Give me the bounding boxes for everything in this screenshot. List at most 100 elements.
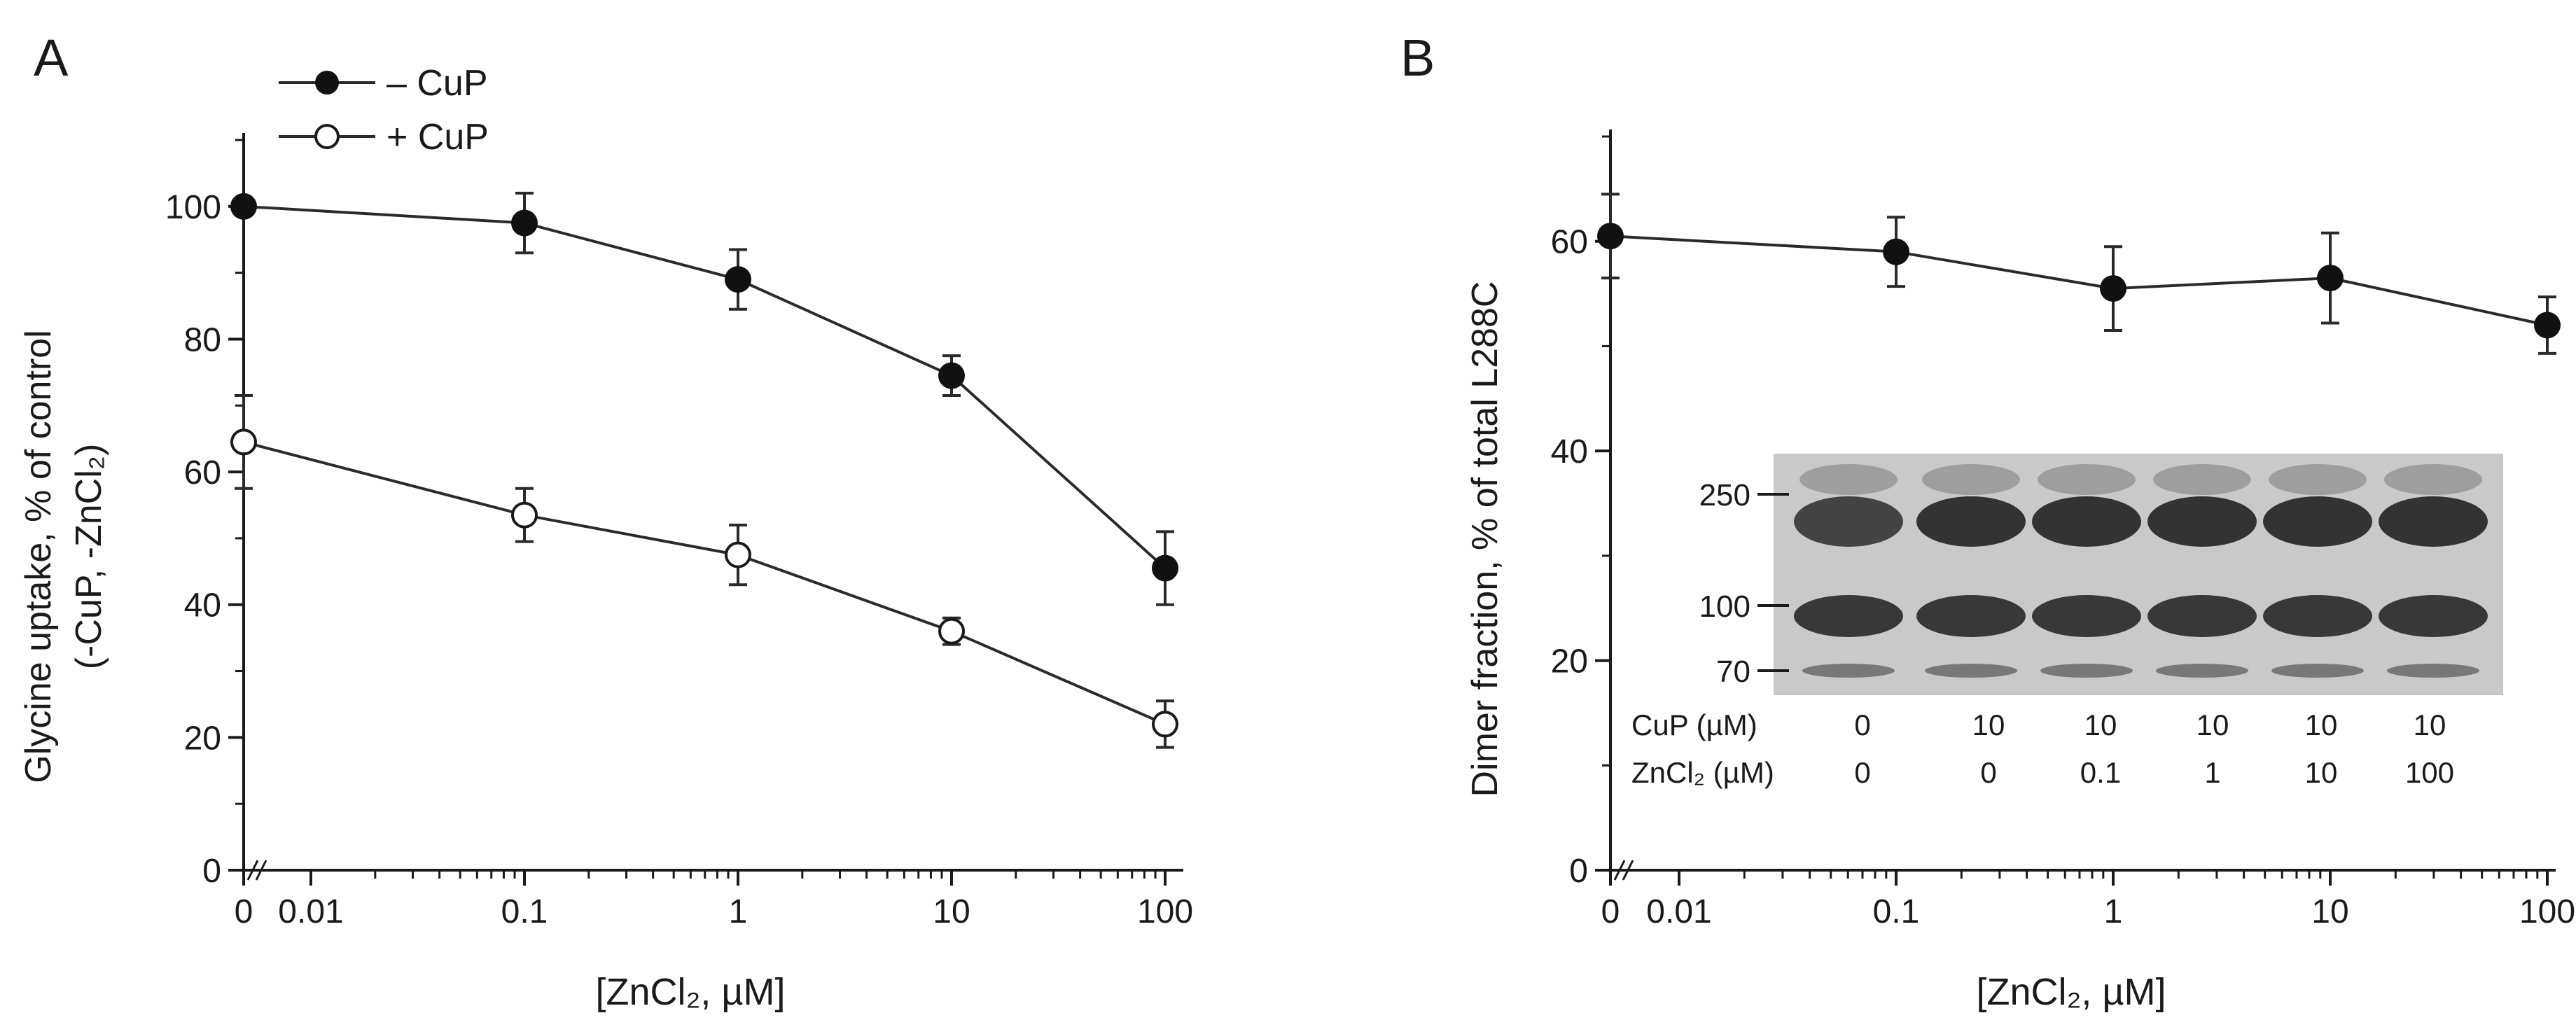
panel-a-series-line — [243, 440, 1166, 726]
panel-a-data-point-open — [230, 428, 257, 456]
panel-b-xtick-label: 100 — [2519, 893, 2575, 930]
panel-a-chart: 0 20 40 60 80 100 0 0.01 0.1 1 10 100 — [165, 133, 1193, 930]
blot-band-70 — [2156, 664, 2248, 678]
blot-zncl2-value: 1 — [2204, 756, 2220, 789]
panel-b-xtick-label: 0.01 — [1646, 893, 1711, 930]
panel-a-data-point-open — [511, 501, 538, 529]
panel-a-xtick-label: 0 — [235, 893, 253, 930]
panel-b-data-point — [2534, 312, 2561, 339]
panel-a-ytick-label: 80 — [184, 321, 221, 358]
panel-b-axis-break — [1613, 860, 1634, 881]
blot-band-70 — [2387, 664, 2479, 678]
panel-a-data-point — [938, 362, 965, 389]
blot-band-upper-smear — [2384, 464, 2482, 495]
legend-marker-plus-cup — [314, 124, 340, 149]
panel-a-ytick-label: 60 — [184, 454, 221, 491]
blot-band-70 — [1802, 664, 1895, 678]
panel-b-data-point — [2100, 275, 2126, 302]
panel-a-ytick-label: 100 — [165, 189, 221, 226]
blot-band-upper-smear — [2153, 464, 2251, 495]
mw-marker-70: 70 — [1716, 655, 1750, 689]
mw-marker-250: 250 — [1699, 478, 1750, 512]
blot-band-monomer — [2147, 595, 2257, 637]
blot-zncl2-value: 0 — [1854, 756, 1870, 789]
panel-b-xtick-label: 10 — [2311, 893, 2348, 930]
blot-band-monomer — [2032, 595, 2141, 637]
blot-band-dimer — [1916, 496, 2026, 547]
blot-cup-value: 10 — [2196, 708, 2229, 741]
panel-a-ytick-label: 0 — [202, 853, 221, 890]
panel-a-ytick-label: 20 — [184, 720, 221, 757]
panel-label-a: A — [34, 29, 69, 87]
panel-a-xtick-label: 1 — [729, 893, 748, 930]
blot-cup-value: 10 — [1972, 708, 2005, 741]
panel-a-xtick-label: 0.1 — [501, 893, 548, 930]
panel-a-data-point — [725, 266, 751, 293]
blot-band-upper-smear — [2038, 464, 2136, 495]
panel-a-data-point — [230, 193, 257, 220]
panel-a-xtick-label: 0.01 — [278, 893, 343, 930]
blot-band-70 — [2271, 664, 2364, 678]
blot-band-70 — [1925, 664, 2017, 678]
mw-marker-100: 100 — [1699, 589, 1750, 624]
panel-b-xtick-label: 0 — [1601, 893, 1620, 930]
panel-a-ytick-label: 40 — [184, 587, 221, 624]
panel-b-data-point — [2317, 265, 2344, 292]
panel-b-data-point — [1883, 238, 1909, 265]
panel-a-ylabel2: (-CuP, -ZnCl₂) — [69, 444, 109, 670]
blot-band-upper-smear — [1922, 464, 2020, 495]
panel-a-ylabel: Glycine uptake, % of control — [18, 330, 59, 783]
blot-band-monomer — [1794, 595, 1903, 637]
legend: – CuP + CuP — [279, 63, 489, 158]
blot-band-monomer — [2379, 595, 2488, 637]
blot-zncl2-value: 10 — [2305, 756, 2338, 789]
legend-label-minus-cup: – CuP — [387, 63, 488, 104]
western-blot-inset: 250 100 70 CuP (µM) ZnCl₂ (µM) 00100100.… — [1631, 454, 2503, 789]
blot-band-monomer — [1916, 595, 2026, 637]
blot-band-monomer — [2263, 595, 2372, 637]
panel-b-ytick-label: 20 — [1551, 643, 1588, 680]
panel-a-xtick-label: 10 — [933, 893, 970, 930]
panel-a-data-point-open — [938, 617, 965, 645]
blot-row-label-cup: CuP (µM) — [1631, 708, 1757, 741]
panel-a-xlabel: [ZnCl₂, µM] — [595, 971, 785, 1013]
blot-band-dimer — [2032, 496, 2141, 547]
blot-row-label-zncl2: ZnCl₂ (µM) — [1631, 756, 1774, 789]
legend-label-plus-cup: + CuP — [387, 117, 489, 158]
panel-a-data-point — [511, 209, 538, 237]
panel-a-axis-break — [246, 860, 267, 881]
panel-b-ytick-label: 40 — [1551, 433, 1588, 470]
panel-b-ytick-label: 0 — [1569, 853, 1588, 890]
panel-b-ytick-label: 60 — [1551, 224, 1588, 261]
panel-b-xlabel: [ZnCl₂, µM] — [1976, 971, 2166, 1013]
blot-cup-value: 0 — [1854, 708, 1870, 741]
blot-band-upper-smear — [1799, 464, 1898, 495]
legend-marker-minus-cup — [315, 71, 339, 95]
blot-band-dimer — [2263, 496, 2372, 547]
blot-band-dimer — [2379, 496, 2488, 547]
blot-zncl2-value: 100 — [2405, 756, 2454, 789]
blot-band-dimer — [2147, 496, 2257, 547]
blot-cup-value: 10 — [2305, 708, 2338, 741]
blot-band-dimer — [1794, 496, 1903, 547]
blot-bands — [1794, 464, 2488, 678]
panel-b-series-line — [1610, 235, 2548, 327]
panel-b-data-point — [1597, 223, 1624, 250]
panel-b-ylabel: Dimer fraction, % of total L288C — [1465, 281, 1505, 797]
panel-b-xtick-label: 1 — [2104, 893, 2123, 930]
blot-zncl2-value: 0 — [1980, 756, 1996, 789]
blot-band-upper-smear — [2269, 464, 2367, 495]
panel-a-data-point-open — [1152, 711, 1178, 738]
panel-label-b: B — [1400, 29, 1435, 87]
blot-zncl2-value: 0.1 — [2080, 756, 2121, 789]
blot-cup-value: 10 — [2414, 708, 2446, 741]
panel-a-xtick-label: 100 — [1137, 893, 1193, 930]
blot-band-70 — [2040, 664, 2133, 678]
panel-a-data-point — [1152, 554, 1178, 582]
blot-background — [1774, 454, 2503, 695]
blot-cup-value: 10 — [2084, 708, 2117, 741]
